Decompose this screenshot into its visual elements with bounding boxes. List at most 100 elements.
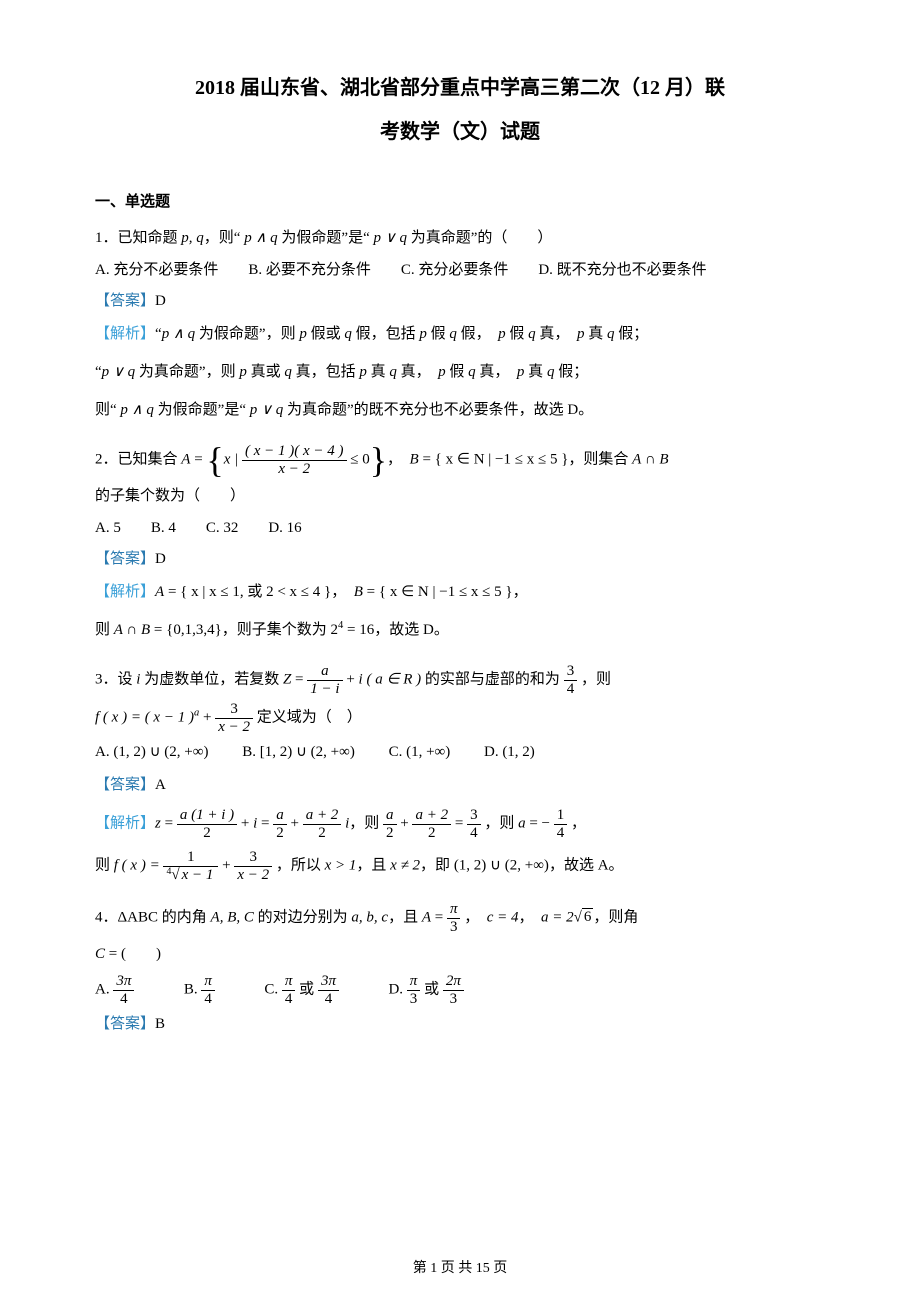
math: = { x ∈ N | −1 ≤ x ≤ 5 } (363, 584, 513, 600)
math: B (410, 451, 419, 467)
text: “ (95, 364, 102, 380)
analysis-label: 【解析】 (95, 326, 155, 342)
text: ，即 (420, 857, 454, 873)
text: ， (513, 584, 528, 600)
text: 真 (524, 364, 547, 380)
text: 真，包括 (292, 364, 360, 380)
math: ≤ 0 (350, 451, 369, 467)
denominator: 2 (383, 825, 397, 842)
fraction: 14 (554, 807, 568, 841)
math: = { x ∈ N | −1 ≤ x ≤ 5 } (419, 451, 569, 467)
text: 为假命题”是“ (154, 402, 250, 418)
title-line-2: 考数学（文）试题 (95, 114, 825, 150)
math: A, B, C (211, 909, 254, 925)
math: p ∨ q (374, 230, 407, 246)
math: = (455, 815, 467, 831)
fraction: 3π4 (318, 973, 339, 1007)
root-sym: √ (574, 909, 582, 925)
denominator: 4 (201, 991, 215, 1008)
fraction: 3π4 (113, 973, 134, 1007)
math: q (449, 326, 457, 342)
math: A (155, 584, 164, 600)
math: p ∧ q (120, 402, 153, 418)
text: 真 (584, 326, 607, 342)
fraction: a (1 + i )2 (177, 807, 237, 841)
title-line-1: 2018 届山东省、湖北省部分重点中学高三第二次（12 月）联 (95, 70, 825, 106)
radicand: x − 1 (180, 866, 216, 883)
q4-stem-2: C = ( ) (95, 939, 825, 969)
answer-label: 【答案】 (95, 551, 155, 567)
math: + (222, 857, 234, 873)
denominator: 2 (177, 825, 237, 842)
answer-value: D (155, 293, 166, 309)
fraction: a + 22 (303, 807, 342, 841)
math: x | (224, 451, 239, 467)
text: ， (331, 584, 354, 600)
text: ，且 (388, 909, 422, 925)
answer-value: A (155, 777, 166, 793)
math: p (239, 364, 247, 380)
text: 假， (457, 326, 498, 342)
q3-analysis-2: 则 f ( x ) = 1 4√x − 1 + 3x − 2 ，所以 x > 1… (95, 849, 825, 883)
text: 真， (397, 364, 438, 380)
math: p ∨ q (250, 402, 283, 418)
math: = {0,1,3,4} (150, 622, 222, 638)
text: 真 (367, 364, 390, 380)
numerator: a + 2 (412, 807, 451, 825)
math: B (354, 584, 363, 600)
math: + (241, 815, 253, 831)
text: 假； (554, 364, 588, 380)
q1-answer: 【答案】D (95, 288, 825, 315)
option-c: C. (1, +∞) (389, 744, 451, 760)
text: 则 (95, 857, 114, 873)
text: ，则集合 (568, 451, 632, 467)
text: ， (464, 909, 487, 925)
text: 或 (420, 981, 443, 997)
option-b-label: B. (184, 981, 202, 997)
fraction: 3x − 2 (234, 849, 272, 883)
text: 4． (95, 909, 118, 925)
text: 或 (295, 981, 318, 997)
q2-stem-2: 的子集个数为（ ） (95, 481, 825, 511)
text: 为虚数单位，若复数 (140, 671, 283, 687)
text: 真， (476, 364, 517, 380)
math: ΔABC (118, 909, 159, 925)
text: 为真命题”的（ ） (407, 230, 552, 246)
text: 真， (536, 326, 577, 342)
math: p (419, 326, 427, 342)
math: = 16 (343, 622, 374, 638)
q2-analysis-1: 【解析】A = { x | x ≤ 1, 或 2 < x ≤ 4 }， B = … (95, 577, 825, 607)
q2-analysis-2: 则 A ∩ B = {0,1,3,4}，则子集个数为 24 = 16，故选 D。 (95, 615, 825, 645)
q3-answer: 【答案】A (95, 772, 825, 799)
text: 的内角 (158, 909, 211, 925)
denominator: 3 (443, 991, 464, 1008)
text: 1．已知命题 (95, 230, 181, 246)
text: ， (387, 451, 410, 467)
denominator: x − 2 (234, 867, 272, 884)
q3-stem-2: f ( x ) = ( x − 1 )a + 3x − 2 定义域为（ ） (95, 701, 825, 735)
option-d-label: D. (388, 981, 406, 997)
denominator: x − 2 (242, 461, 347, 478)
text: ，则“ (204, 230, 244, 246)
analysis-label: 【解析】 (95, 815, 155, 831)
math: A ∩ B (114, 622, 150, 638)
math: + (400, 815, 412, 831)
numerator: a + 2 (303, 807, 342, 825)
math: = ( ) (105, 946, 161, 962)
math: = (190, 451, 206, 467)
text: 为真命题”，则 (135, 364, 239, 380)
math: q (528, 326, 536, 342)
text: 假 (446, 364, 469, 380)
fraction: 3x − 2 (215, 701, 253, 735)
text: ，则角 (593, 909, 638, 925)
fraction: a2 (273, 807, 287, 841)
denominator: 4 (467, 825, 481, 842)
math: a, b, c (351, 909, 388, 925)
numerator: 3 (234, 849, 272, 867)
text: 假或 (307, 326, 345, 342)
math: x > 1 (325, 857, 357, 873)
denominator: 4 (282, 991, 296, 1008)
text: 真或 (247, 364, 285, 380)
math: a (518, 815, 526, 831)
math: i ( a ∈ R ) (359, 671, 422, 687)
